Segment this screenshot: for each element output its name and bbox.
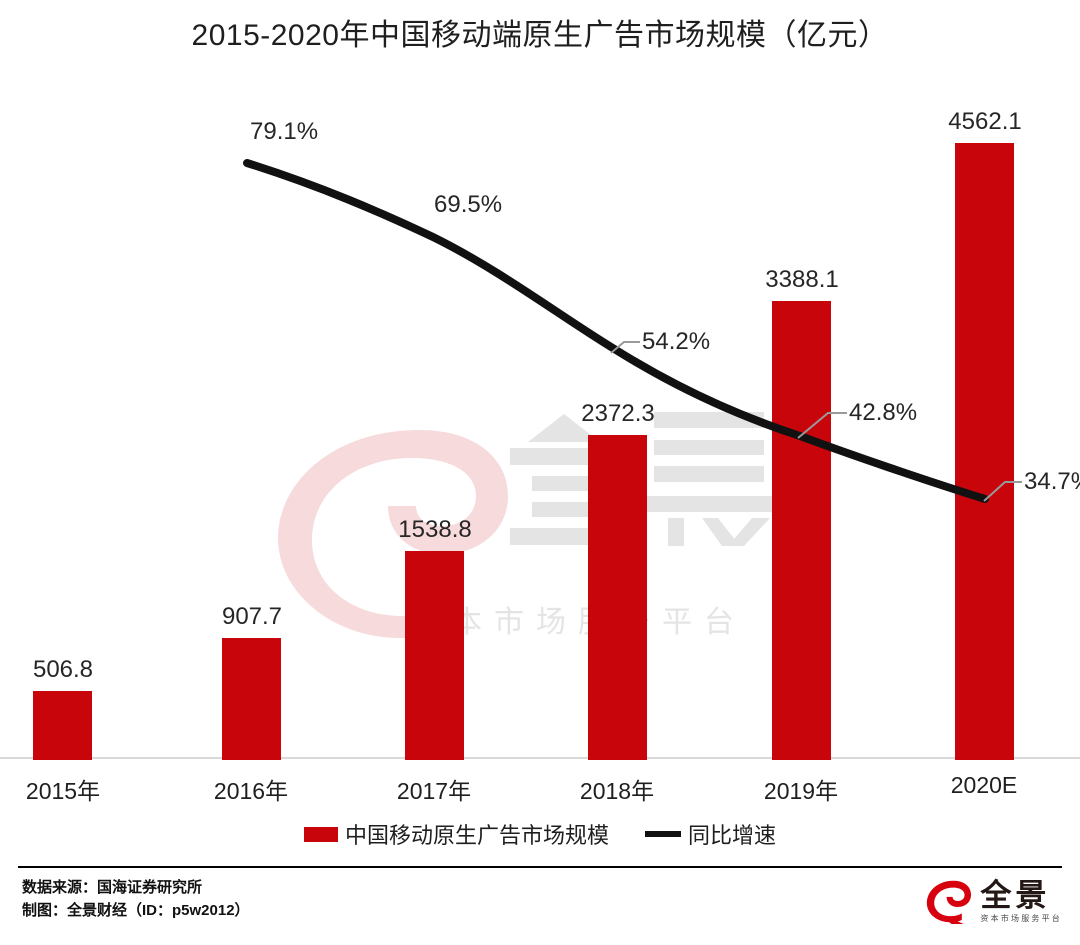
bar-value-2015: 506.8 [32,656,94,683]
legend-label-growth-rate: 同比增速 [688,823,777,848]
x-axis-line [0,757,1080,759]
bar-value-2016: 907.7 [221,603,283,630]
brand-name: 全景 [980,877,1051,913]
legend-line-swatch-icon [645,831,681,837]
bar-value-2017: 1538.8 [398,516,472,543]
x-axis-tick-labels: 2015年 2016年 2017年 2018年 2019年 2020E [0,772,1080,806]
bar-2016[interactable] [222,638,281,760]
x-tick-2016: 2016年 [213,778,289,804]
quanjing-swirl-icon [927,880,972,924]
bar-2017[interactable] [405,551,464,760]
x-tick-2017: 2017年 [396,778,472,804]
bar-value-2019: 3388.1 [765,266,839,293]
brand-text-block: 全景 资本市场服务平台 [980,880,1062,923]
legend-item-market-size[interactable]: 中国移动原生广告市场规模 [303,818,609,850]
chart-plot-area: 资本市场服务平台 506.8 907.7 1538.8 2372.3 3388.… [0,60,1080,760]
legend-bar-swatch-icon [303,826,338,842]
bar-2018[interactable] [588,435,647,760]
bar-2019[interactable] [772,301,831,760]
rate-label-2016: 79.1% [250,118,319,145]
chart-legend: 中国移动原生广告市场规模 同比增速 [0,818,1080,850]
x-tick-2015: 2015年 [25,778,101,804]
brand-tagline: 资本市场服务平台 [980,913,1062,923]
brand-logo: 全景 资本市场服务平台 [925,878,1062,924]
bar-value-2020: 4562.1 [948,108,1022,135]
bar-2015[interactable] [33,691,92,760]
footer-divider [18,866,1062,868]
bar-value-2018: 2372.3 [581,400,655,427]
bar-series: 506.8 907.7 1538.8 2372.3 3388.1 4562.1 [0,60,1080,760]
footer-source: 数据来源：国海证券研究所 [22,879,203,896]
x-tick-2020: 2020E [950,772,1018,798]
rate-label-2017: 69.5% [434,191,503,218]
rate-label-2018: 54.2% [642,328,711,355]
page-title: 2015-2020年中国移动端原生广告市场规模（亿元） [191,19,889,52]
footer-credit: 制图：全景财经（ID：p5w2012） [22,902,250,920]
footer-notes: 数据来源：国海证券研究所 制图：全景财经（ID：p5w2012） [22,876,250,923]
legend-item-growth-rate[interactable]: 同比增速 [645,818,776,850]
rate-label-2020: 34.7% [1024,468,1080,495]
bar-2020[interactable] [955,143,1014,760]
legend-label-market-size: 中国移动原生广告市场规模 [344,823,609,848]
rate-label-2019: 42.8% [849,399,918,426]
x-tick-2019: 2019年 [763,778,839,804]
x-tick-2018: 2018年 [579,778,655,804]
